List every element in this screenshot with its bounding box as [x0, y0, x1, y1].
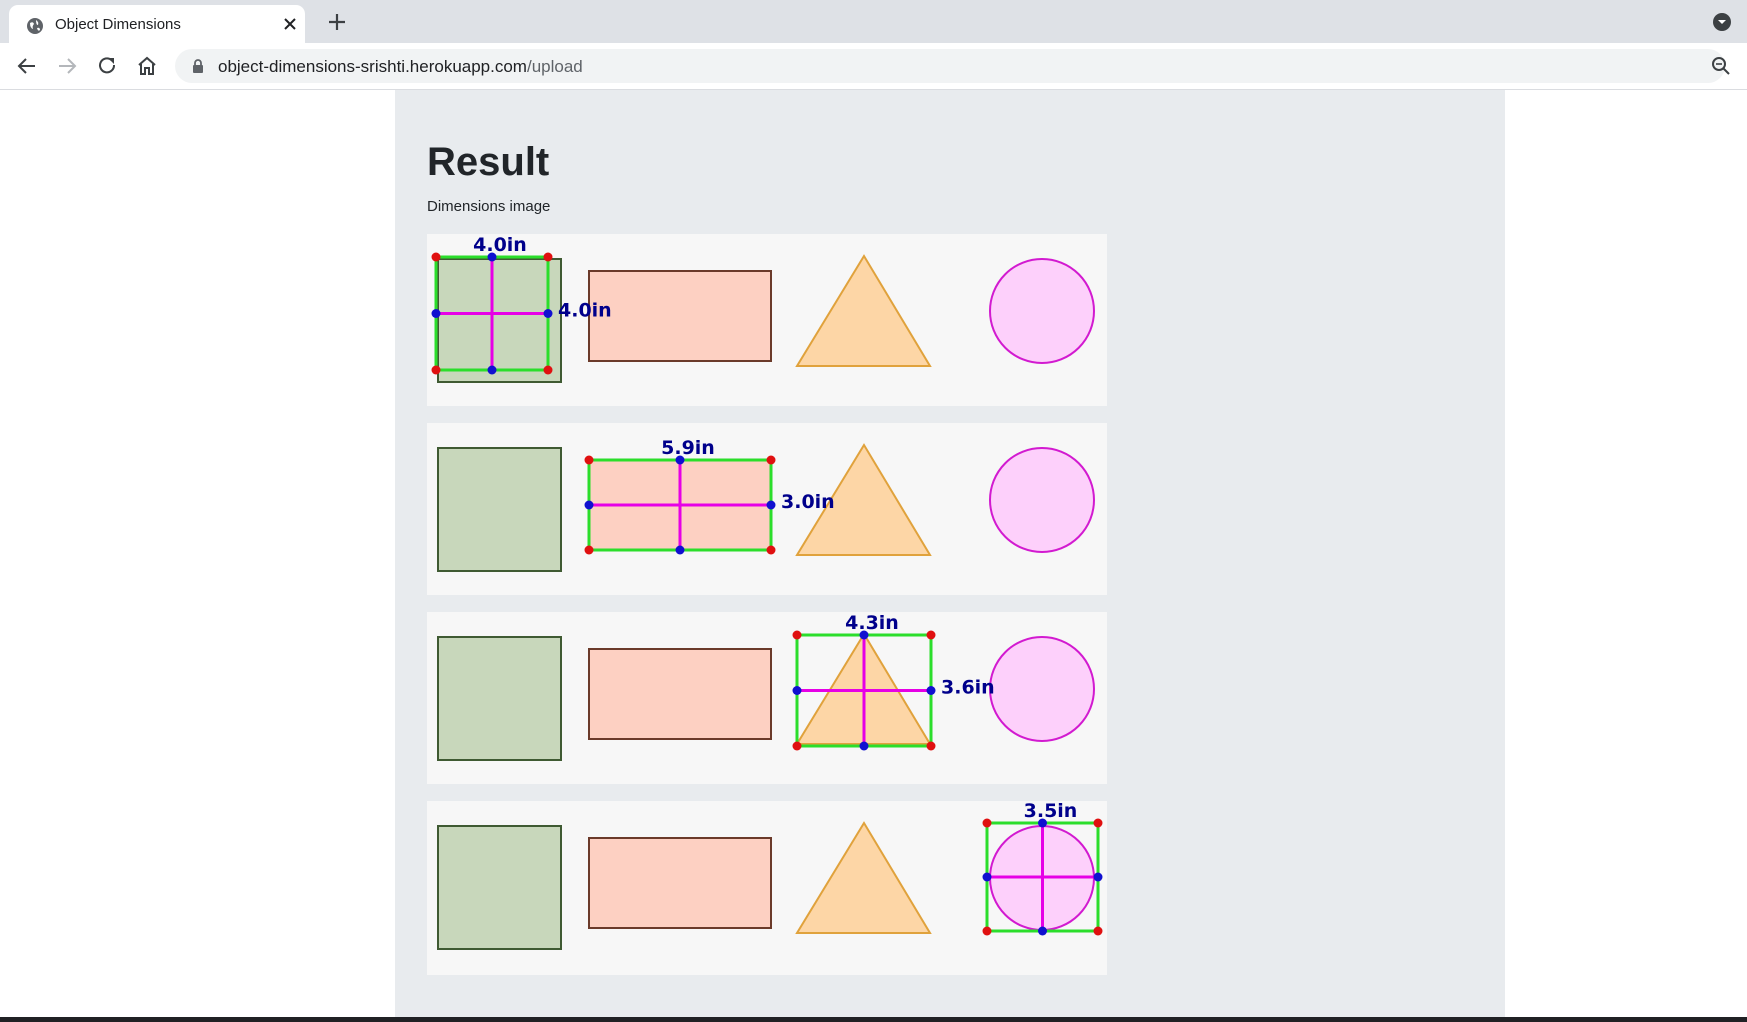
rectangle-shape	[588, 648, 772, 740]
browser-toolbar: object-dimensions-srishti.herokuapp.com/…	[0, 43, 1747, 90]
measurement-overlay: 3.5in	[982, 800, 1103, 936]
midpoint-marker	[675, 455, 685, 465]
width-label: 4.3in	[845, 612, 899, 634]
corner-point	[766, 455, 776, 465]
corner-point	[431, 252, 441, 262]
page-body: Result Dimensions image 4.0in 4.0in 5.9in 3…	[0, 90, 1747, 1020]
measurement-overlay: 5.9in 3.0in	[584, 437, 835, 555]
midpoint-marker	[487, 252, 497, 262]
corner-point	[792, 741, 802, 751]
corner-point	[766, 545, 776, 555]
midpoint-marker	[675, 545, 685, 555]
globe-icon	[27, 18, 43, 34]
reload-icon[interactable]	[95, 54, 119, 78]
midpoint-marker	[1038, 926, 1047, 936]
midpoint-marker	[859, 741, 869, 751]
square-shape	[437, 258, 562, 383]
tab-search-chevron-icon[interactable]	[1711, 11, 1733, 33]
height-label: 3.0in	[781, 491, 835, 513]
midpoint-marker	[584, 500, 594, 510]
height-label: 3.6in	[941, 677, 995, 699]
tab-title: Object Dimensions	[55, 16, 181, 33]
corner-point	[926, 630, 936, 640]
new-tab-plus-icon[interactable]	[326, 11, 348, 33]
midpoint-marker	[543, 309, 553, 318]
height-label: 4.0in	[558, 300, 612, 322]
forward-arrow-icon[interactable]	[55, 54, 79, 78]
back-arrow-icon[interactable]	[15, 54, 39, 78]
triangle-shape	[795, 254, 932, 367]
result-row	[437, 254, 1095, 383]
image-caption: Dimensions image	[427, 198, 551, 215]
corner-point	[543, 365, 553, 375]
result-panel: Result Dimensions image 4.0in 4.0in 5.9in 3…	[395, 90, 1505, 1020]
url-host: object-dimensions-srishti.herokuapp.com	[218, 57, 527, 76]
width-label: 4.0in	[473, 234, 527, 256]
circle-shape	[989, 258, 1095, 364]
rectangle-shape	[588, 270, 772, 362]
result-row	[437, 632, 1095, 761]
url-text: object-dimensions-srishti.herokuapp.com/…	[218, 57, 583, 77]
tab-strip: Object Dimensions	[0, 0, 1747, 43]
circle-shape	[989, 447, 1095, 553]
midpoint-marker	[792, 686, 802, 695]
measurement-overlay: 4.0in 4.0in	[431, 234, 612, 375]
square-shape	[437, 447, 562, 572]
width-label: 3.5in	[1024, 800, 1078, 822]
result-row	[437, 821, 1095, 950]
circle-shape	[989, 636, 1095, 742]
midpoint-marker	[766, 500, 776, 510]
midpoint-marker	[982, 872, 992, 882]
width-label: 5.9in	[661, 437, 715, 459]
corner-point	[926, 741, 936, 751]
corner-point	[982, 818, 992, 828]
triangle-shape	[795, 443, 932, 556]
corner-point	[1093, 818, 1103, 828]
corner-point	[543, 252, 553, 262]
midpoint-marker	[859, 630, 869, 640]
midpoint-marker	[926, 686, 936, 695]
midpoint-marker	[1093, 872, 1103, 882]
screen-bottom-edge	[0, 1017, 1747, 1022]
page-title: Result	[427, 140, 550, 184]
midpoint-marker	[431, 309, 441, 318]
dimensions-result-image: 4.0in 4.0in 5.9in 3.0in 4.3in 3.6in 3.5in	[427, 234, 1107, 975]
corner-point	[584, 455, 594, 465]
corner-point	[431, 365, 441, 375]
measurement-overlay: 4.3in 3.6in	[792, 612, 995, 751]
square-shape	[437, 636, 562, 761]
url-path: /upload	[526, 57, 583, 76]
corner-point	[792, 630, 802, 640]
corner-point	[584, 545, 594, 555]
midpoint-marker	[487, 365, 497, 375]
address-bar[interactable]: object-dimensions-srishti.herokuapp.com/…	[175, 49, 1730, 83]
corner-point	[1093, 926, 1103, 936]
close-icon[interactable]	[281, 15, 299, 33]
corner-point	[982, 926, 992, 936]
zoom-magnifier-icon[interactable]	[1711, 56, 1731, 76]
lock-icon[interactable]	[190, 58, 206, 74]
square-shape	[437, 825, 562, 950]
triangle-shape	[795, 821, 932, 934]
browser-tab[interactable]: Object Dimensions	[9, 5, 305, 43]
midpoint-marker	[1038, 818, 1047, 828]
rectangle-shape	[588, 837, 772, 929]
home-icon[interactable]	[135, 54, 159, 78]
